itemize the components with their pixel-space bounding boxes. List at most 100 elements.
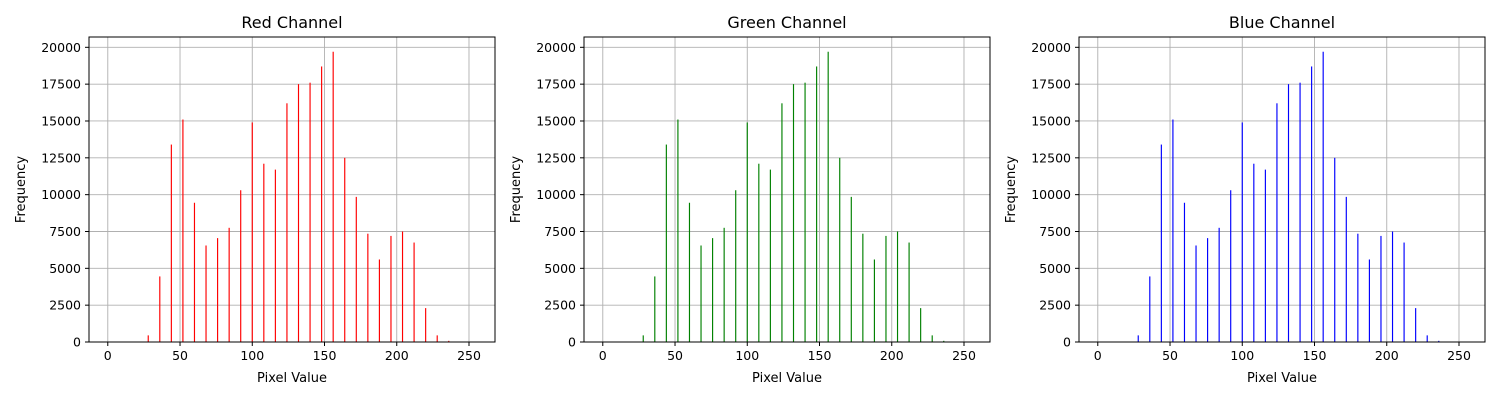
- y-tick-label: 15000: [41, 113, 81, 128]
- histogram-bar: [746, 122, 748, 342]
- histogram-bar: [1287, 84, 1290, 343]
- plot-frame: [1078, 36, 1486, 343]
- histogram-bar: [1253, 163, 1255, 342]
- y-tick-label: 0: [73, 335, 81, 350]
- y-tick-label: 7500: [544, 224, 576, 239]
- y-tick-label: 2500: [49, 298, 81, 313]
- histogram-bar: [228, 227, 230, 342]
- x-tick-label: 50: [1162, 348, 1178, 363]
- histogram-bar: [182, 119, 184, 342]
- histogram-bar: [321, 66, 323, 342]
- x-axis-label: Pixel Value: [1247, 371, 1317, 386]
- x-tick-label: 250: [1447, 348, 1471, 363]
- histogram-bar: [1264, 169, 1266, 342]
- histogram-bar: [816, 66, 818, 342]
- histogram-bar: [827, 51, 829, 342]
- x-tick-label: 100: [1230, 348, 1254, 363]
- histogram-bar: [839, 157, 841, 342]
- y-tick-label: 12500: [536, 150, 576, 165]
- histogram-bar: [1241, 122, 1243, 342]
- histogram-bar: [1403, 242, 1405, 342]
- histogram-bar: [309, 82, 311, 342]
- y-tick-label: 17500: [536, 77, 576, 92]
- x-axis-label: Pixel Value: [257, 371, 327, 386]
- x-tick-label: 200: [385, 348, 409, 363]
- y-tick-label: 2500: [544, 298, 576, 313]
- x-tick-label: 250: [952, 348, 976, 363]
- histogram-bar: [735, 190, 737, 342]
- histogram-bar: [1426, 335, 1428, 342]
- histogram-bar: [1276, 103, 1278, 342]
- histogram-bar: [712, 238, 714, 342]
- x-tick-label: 100: [735, 348, 759, 363]
- y-tick-label: 7500: [1039, 224, 1071, 239]
- x-tick-label: 200: [1375, 348, 1399, 363]
- histogram-bar: [251, 122, 253, 342]
- histogram-bar: [804, 82, 806, 342]
- histogram-bar: [147, 335, 149, 342]
- chart-title: Green Channel: [727, 13, 846, 32]
- x-tick-label: 100: [240, 348, 264, 363]
- histogram-bar: [205, 245, 207, 342]
- y-tick-label: 10000: [536, 187, 576, 202]
- histogram-bar: [1160, 144, 1162, 342]
- histogram-bar: [943, 340, 945, 342]
- histogram-bar: [1415, 308, 1417, 342]
- y-tick-label: 20000: [536, 40, 576, 55]
- x-tick-label: 200: [880, 348, 904, 363]
- plot-frame: [88, 36, 496, 343]
- y-tick-label: 7500: [49, 224, 81, 239]
- histogram-bar: [792, 84, 795, 343]
- histogram-bar: [390, 235, 392, 342]
- histogram-bar: [1357, 233, 1359, 342]
- histogram-bar: [758, 163, 760, 342]
- y-tick-label: 10000: [41, 187, 81, 202]
- histogram-bar: [448, 340, 450, 342]
- histogram-bar: [677, 119, 679, 342]
- histogram-bar: [1137, 335, 1139, 342]
- histogram-bar: [1380, 235, 1382, 342]
- histogram-bar: [642, 335, 644, 342]
- histogram-bar: [1311, 66, 1313, 342]
- x-tick-label: 50: [667, 348, 683, 363]
- y-tick-label: 12500: [1031, 150, 1071, 165]
- histogram-bar: [1322, 51, 1324, 342]
- y-tick-label: 5000: [49, 261, 81, 276]
- histogram-bar: [769, 169, 771, 342]
- histogram-bar: [378, 259, 380, 342]
- histogram-bar: [781, 103, 783, 342]
- histogram-bar: [688, 202, 691, 342]
- chart-title: Blue Channel: [1229, 13, 1335, 32]
- histogram-bar: [723, 227, 725, 342]
- chart-panel-3: 0 50 100 150 200 2500250050007500100001250015…: [1004, 13, 1486, 386]
- y-tick-label: 5000: [1039, 261, 1071, 276]
- y-tick-label: 5000: [544, 261, 576, 276]
- x-tick-label: 250: [457, 348, 481, 363]
- y-tick-label: 2500: [1039, 298, 1071, 313]
- histogram-bar: [240, 190, 242, 342]
- histogram-bar: [159, 276, 161, 342]
- histogram-bar: [413, 242, 415, 342]
- y-axis-label: Frequency: [14, 156, 29, 223]
- histogram-bar: [700, 245, 702, 342]
- histogram-bar: [1183, 202, 1186, 342]
- y-tick-label: 20000: [41, 40, 81, 55]
- histogram-bar: [665, 144, 667, 342]
- y-tick-label: 0: [1063, 335, 1071, 350]
- y-tick-label: 15000: [536, 113, 576, 128]
- histogram-bar: [862, 233, 864, 342]
- histogram-bar: [1195, 245, 1197, 342]
- histogram-bar: [908, 242, 910, 342]
- chart-panel-1: 0 50 100 150 200 2500250050007500100001250015…: [14, 13, 496, 386]
- histogram-bar: [850, 196, 852, 342]
- histogram-bar: [332, 51, 334, 342]
- x-tick-label: 0: [1094, 348, 1102, 363]
- histogram-bar: [1230, 190, 1232, 342]
- chart-title: Red Channel: [241, 13, 342, 32]
- histogram-bar: [1334, 157, 1336, 342]
- histogram-bar: [896, 231, 899, 342]
- histogram-bar: [297, 84, 300, 343]
- histogram-bar: [1438, 340, 1440, 342]
